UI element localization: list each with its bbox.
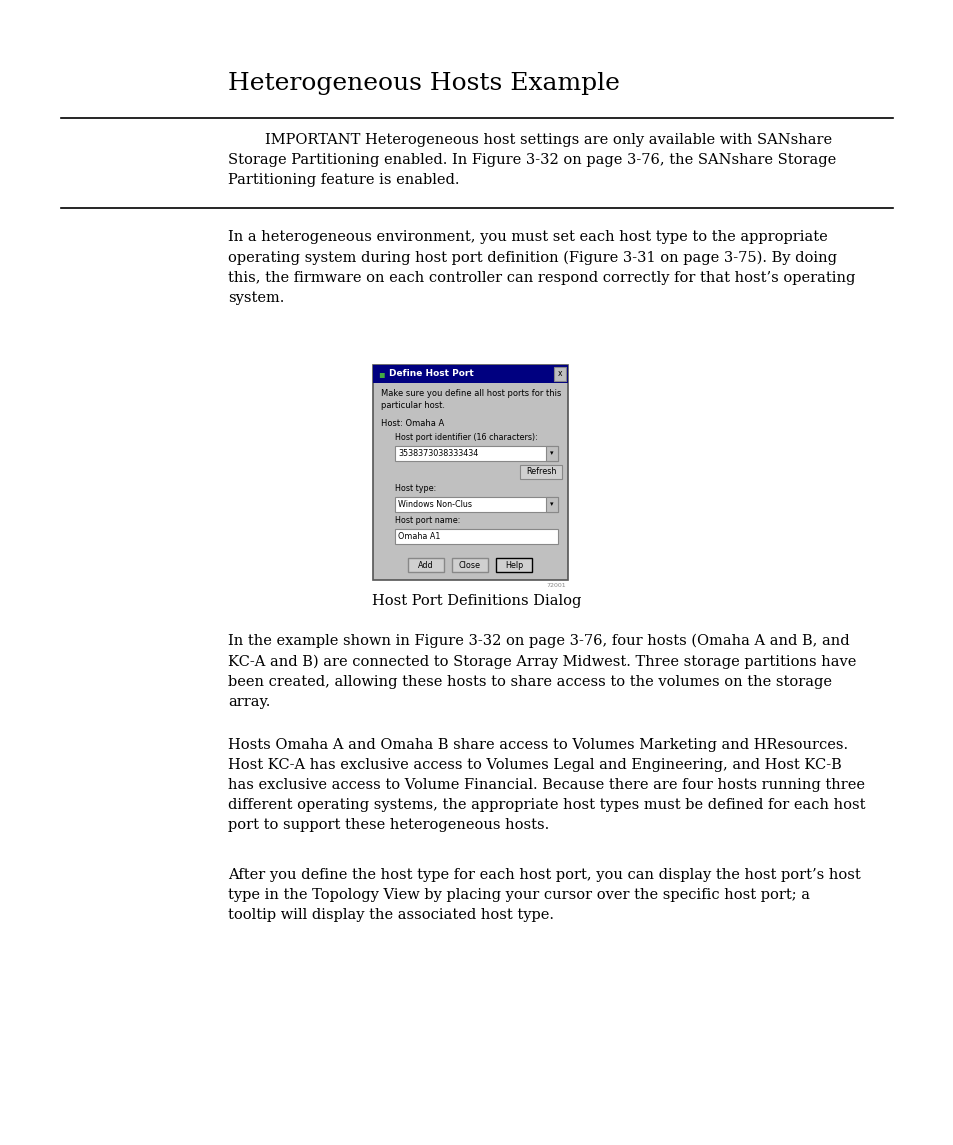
Bar [519,465,561,479]
Bar [408,558,443,572]
Text: Refresh: Refresh [525,467,556,476]
Bar [373,365,567,382]
Text: Help: Help [504,561,522,569]
Text: Make sure you define all host ports for this
particular host.: Make sure you define all host ports for … [380,389,560,410]
Text: IMPORTANT Heterogeneous host settings are only available with SANshare
Storage P: IMPORTANT Heterogeneous host settings ar… [228,133,836,187]
Text: Hosts Omaha A and Omaha B share access to Volumes Marketing and HResources.
Host: Hosts Omaha A and Omaha B share access t… [228,739,864,832]
Text: Host port identifier (16 characters):: Host port identifier (16 characters): [395,433,537,442]
Bar [545,497,558,512]
Text: After you define the host type for each host port, you can display the host port: After you define the host type for each … [228,868,860,922]
Text: 3538373038333434: 3538373038333434 [397,449,477,458]
Text: ▾: ▾ [550,450,553,457]
Text: Add: Add [417,561,434,569]
Text: Host: Omaha A: Host: Omaha A [380,419,444,428]
Text: In the example shown in Figure 3-32 on page 3-76, four hosts (Omaha A and B, and: In the example shown in Figure 3-32 on p… [228,634,856,709]
Text: Host Port Definitions Dialog: Host Port Definitions Dialog [372,594,581,608]
Text: Close: Close [458,561,480,569]
Text: Omaha A1: Omaha A1 [397,532,440,540]
Text: Define Host Port: Define Host Port [389,370,474,379]
Bar [373,365,567,581]
Bar [545,447,558,461]
Text: 72001: 72001 [546,583,565,589]
Bar [395,447,558,461]
Text: ▾: ▾ [550,502,553,507]
Text: In a heterogeneous environment, you must set each host type to the appropriate
o: In a heterogeneous environment, you must… [228,230,855,305]
Text: Heterogeneous Hosts Example: Heterogeneous Hosts Example [228,72,619,95]
Text: Host type:: Host type: [395,484,436,493]
Bar [395,529,558,544]
Bar [395,497,558,512]
Text: x: x [558,370,561,379]
Bar [452,558,488,572]
Text: ▪: ▪ [377,369,384,379]
Text: Host port name:: Host port name: [395,516,460,526]
Text: Windows Non-Clus: Windows Non-Clus [397,500,472,510]
Bar [554,368,565,381]
Bar [496,558,532,572]
